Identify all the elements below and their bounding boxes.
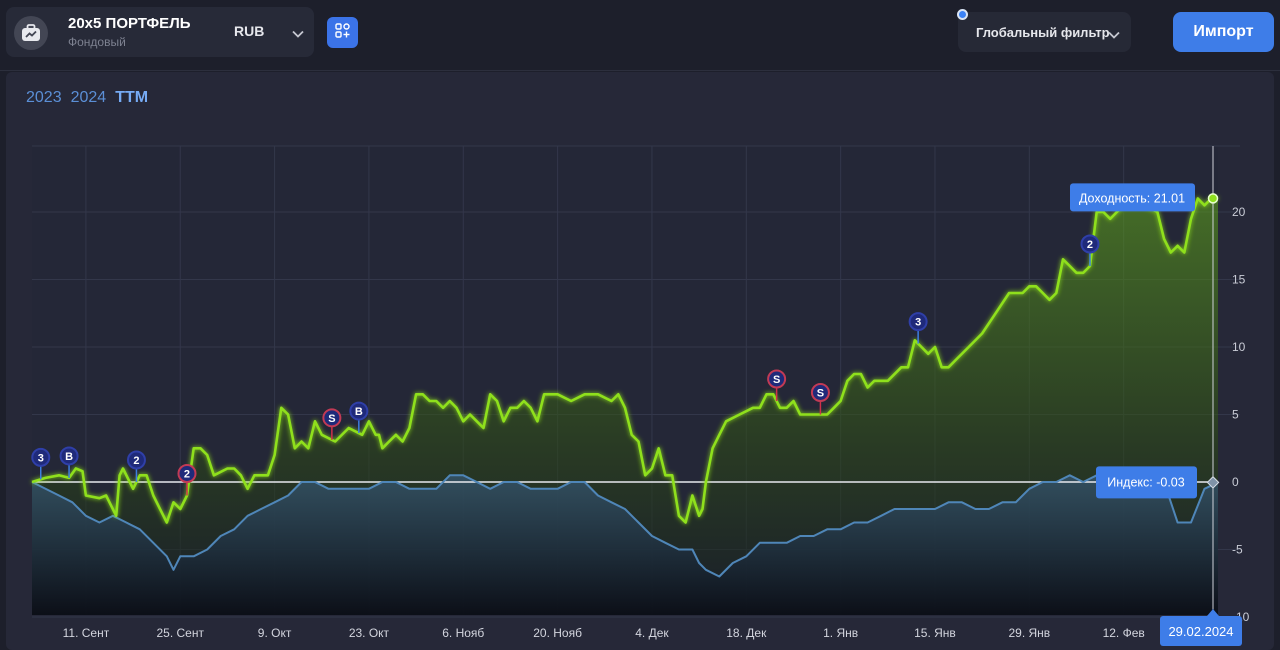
x-tick-label: 23. Окт [349,626,390,640]
x-tick-label: 9. Окт [258,626,292,640]
x-tick-label: 4. Дек [635,626,669,640]
trade-marker-label: S [328,413,335,425]
x-tick-label: 15. Янв [914,626,956,640]
trade-marker[interactable] [59,446,79,466]
x-tick-label: 20. Нояб [533,626,582,640]
global-filter-dropdown[interactable]: Глобальный фильтр [958,12,1131,52]
chevron-down-icon [292,25,304,43]
trade-marker-label: B [65,451,73,463]
y-tick-label: 20 [1232,205,1246,219]
trade-marker-label: 3 [915,317,921,329]
range-tabs: 2023 2024 TTM [26,89,148,107]
y-tick-label: 5 [1232,408,1239,422]
y-tick-label: 0 [1232,475,1239,489]
header-divider [0,70,1280,71]
y-tick-label: -5 [1232,543,1243,557]
trade-marker-label: 3 [38,452,44,464]
cursor-point-portfolio [1207,193,1219,204]
trade-marker-label: S [817,388,824,400]
trade-marker[interactable] [31,447,51,467]
x-tick-label: 6. Нояб [442,626,484,640]
trade-marker-label: B [355,406,363,418]
filter-status-dot [957,9,968,20]
trade-marker[interactable] [349,401,369,421]
trade-marker[interactable] [322,408,342,428]
portfolio-line [31,197,1219,524]
tab-2024[interactable]: 2024 [70,89,107,106]
cursor-date-badge [1160,616,1242,646]
trade-marker[interactable] [177,464,197,483]
trade-marker[interactable] [1080,234,1100,254]
x-tick-label: 12. Фев [1103,626,1145,640]
portfolio-selector[interactable]: 20x5 ПОРТФЕЛЬ Фондовый RUB [6,7,314,57]
trade-marker[interactable] [810,383,830,402]
portfolio-name: 20x5 ПОРТФЕЛЬ [68,15,191,32]
briefcase-chart-icon [14,16,48,50]
x-tick-label: 11. Сент [63,626,110,640]
index-area [32,475,1218,615]
portfolio-tooltip [1070,183,1195,212]
index-tooltip [1096,466,1197,499]
trade-marker[interactable] [908,312,928,332]
trade-marker-label: 2 [1087,239,1093,251]
x-tick-label: 29. Янв [1008,626,1050,640]
y-tick-label: 10 [1232,340,1246,354]
tab-ttm[interactable]: TTM [115,89,149,106]
trade-marker-label: S [773,374,780,386]
trade-marker[interactable] [767,369,787,389]
index-tooltip-text: Индекс: -0.03 [1107,475,1184,489]
global-filter-label: Глобальный фильтр [976,25,1110,40]
import-button[interactable]: Импорт [1173,12,1274,52]
tab-2023[interactable]: 2023 [26,89,62,106]
cursor-date-pointer [1207,609,1219,616]
currency-label: RUB [234,23,265,39]
currency-select[interactable]: RUB [232,19,312,45]
apps-button[interactable] [327,17,358,48]
index-line [31,474,1219,578]
top-bar: 20x5 ПОРТФЕЛЬ Фондовый RUB Глобальный фи… [0,0,1280,64]
cursor-date-label: 29.02.2024 [1168,624,1233,639]
cursor-point-index [1206,476,1220,489]
trade-marker[interactable] [126,450,146,470]
x-tick-label: 1. Янв [823,626,858,640]
portfolio-type: Фондовый [68,35,126,49]
y-tick-label: 15 [1232,273,1246,287]
trade-marker-label: 2 [184,469,190,481]
portfolio-tooltip-text: Доходность: 21.01 [1079,191,1185,205]
apps-grid-icon [335,22,350,43]
x-tick-label: 18. Дек [726,626,767,640]
chevron-down-icon [1108,26,1120,44]
trade-marker-label: 2 [133,455,139,467]
x-tick-label: 25. Сент [157,626,205,640]
